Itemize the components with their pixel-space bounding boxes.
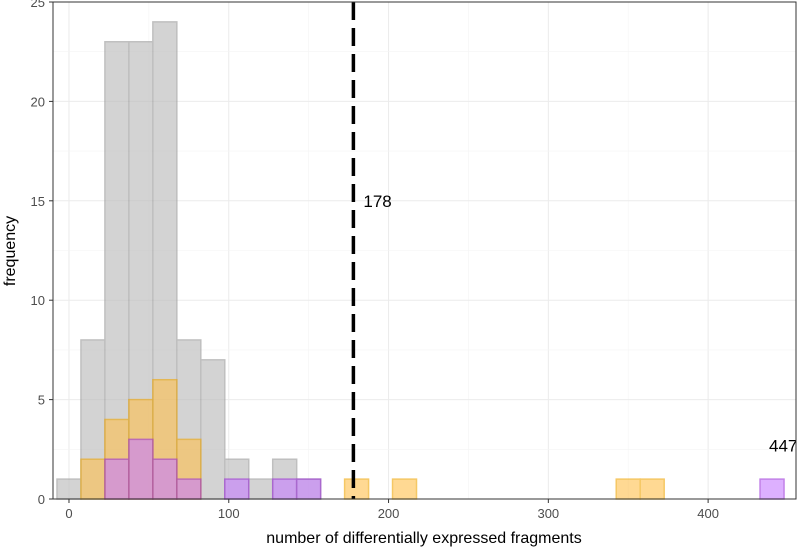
x-tick-label: 200 <box>378 506 400 521</box>
y-tick-label: 15 <box>31 194 45 209</box>
y-tick-label: 20 <box>31 94 45 109</box>
y-tick-label: 5 <box>38 393 45 408</box>
histogram-bar <box>176 478 202 500</box>
annotation-label: 447 <box>769 436 797 455</box>
histogram-bar <box>295 478 322 500</box>
histogram-bar <box>104 458 130 500</box>
histogram-bar <box>639 478 665 500</box>
histogram-bar <box>80 458 106 500</box>
y-tick-label: 25 <box>31 0 45 10</box>
x-tick-label: 100 <box>218 506 240 521</box>
x-tick-label: 400 <box>697 506 719 521</box>
x-tick-label: 0 <box>65 506 72 521</box>
x-tick-label: 300 <box>537 506 559 521</box>
histogram-bar <box>247 478 274 500</box>
y-tick-label: 0 <box>38 492 45 507</box>
histogram-bar <box>128 438 154 500</box>
y-tick-label: 10 <box>31 293 45 308</box>
y-axis-ticks: 0 5 10 15 20 25 <box>31 0 53 507</box>
x-axis-ticks: 0 100 200 300 400 <box>65 499 719 521</box>
plot-border <box>52 1 797 500</box>
histogram-bar <box>200 359 226 500</box>
histogram-bar <box>343 478 370 500</box>
histogram-bar <box>271 478 298 500</box>
histogram-bar <box>615 478 641 500</box>
x-axis-title: number of differentially expressed fragm… <box>266 530 581 547</box>
reference-line-label: 178 <box>363 192 391 211</box>
histogram-bar <box>224 478 250 500</box>
histogram-bar <box>152 458 178 500</box>
histogram-bar <box>56 478 82 500</box>
y-axis-title: frequency <box>2 216 19 286</box>
histogram-bar <box>759 478 785 500</box>
histogram-bar <box>391 478 418 500</box>
